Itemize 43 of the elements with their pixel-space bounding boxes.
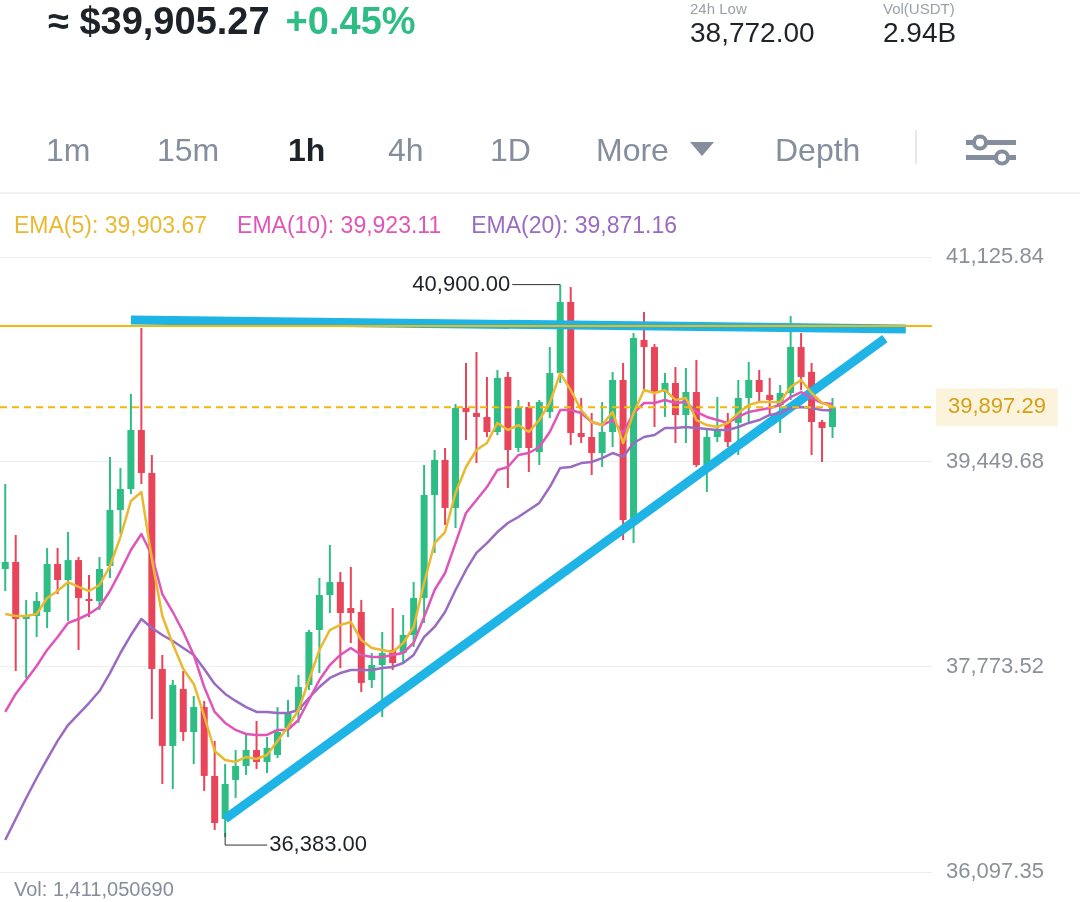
candlestick	[755, 368, 763, 404]
text: EMA(20): 39,871.16	[471, 212, 678, 239]
candlestick	[483, 375, 491, 439]
candlestick	[745, 361, 753, 423]
annotation: 36,383.00	[269, 831, 368, 857]
candlestick	[766, 376, 774, 416]
text: 1D	[490, 132, 531, 169]
text: EMA(5): 39,903.67	[14, 212, 208, 239]
text: Vol(USDT)	[883, 0, 956, 17]
candlestick	[232, 748, 240, 800]
text: 1m	[46, 132, 91, 169]
y-tick-label: 41,125.84	[946, 243, 1044, 269]
text: Depth	[775, 132, 861, 169]
text: 2.94B	[883, 17, 957, 49]
text: +0.45%	[285, 0, 416, 43]
candlestick	[598, 401, 606, 468]
candlestick	[116, 466, 124, 535]
y-tick-label: 36,097.35	[946, 858, 1044, 884]
candlestick	[85, 573, 93, 619]
text: ≈ $39,905.27	[48, 0, 270, 43]
text: More	[596, 132, 669, 169]
candlestick	[588, 412, 596, 477]
candlestick	[54, 547, 62, 596]
candlestick	[472, 351, 480, 465]
text: 15m	[157, 132, 220, 169]
text: EMA(10): 39,923.11	[237, 212, 442, 239]
y-tick-label: 39,449.68	[946, 448, 1044, 474]
ref-line-label: 39,897.29	[948, 393, 1046, 419]
candlestick	[326, 544, 334, 615]
candlestick	[1, 482, 9, 592]
candlestick	[64, 531, 72, 622]
candlestick	[347, 566, 355, 644]
candlestick	[577, 397, 585, 444]
candlestick	[818, 419, 826, 463]
text: Vol: 1,411,050690	[14, 878, 174, 901]
candlestick	[462, 362, 470, 441]
text: 1h	[288, 132, 326, 169]
text: 38,772.00	[690, 17, 815, 49]
candlestick	[640, 311, 648, 392]
y-tick-label: 37,773.52	[946, 653, 1044, 679]
annotation: 40,900.00	[412, 270, 511, 296]
text: 4h	[388, 132, 424, 169]
text: 24h Low	[690, 0, 748, 17]
